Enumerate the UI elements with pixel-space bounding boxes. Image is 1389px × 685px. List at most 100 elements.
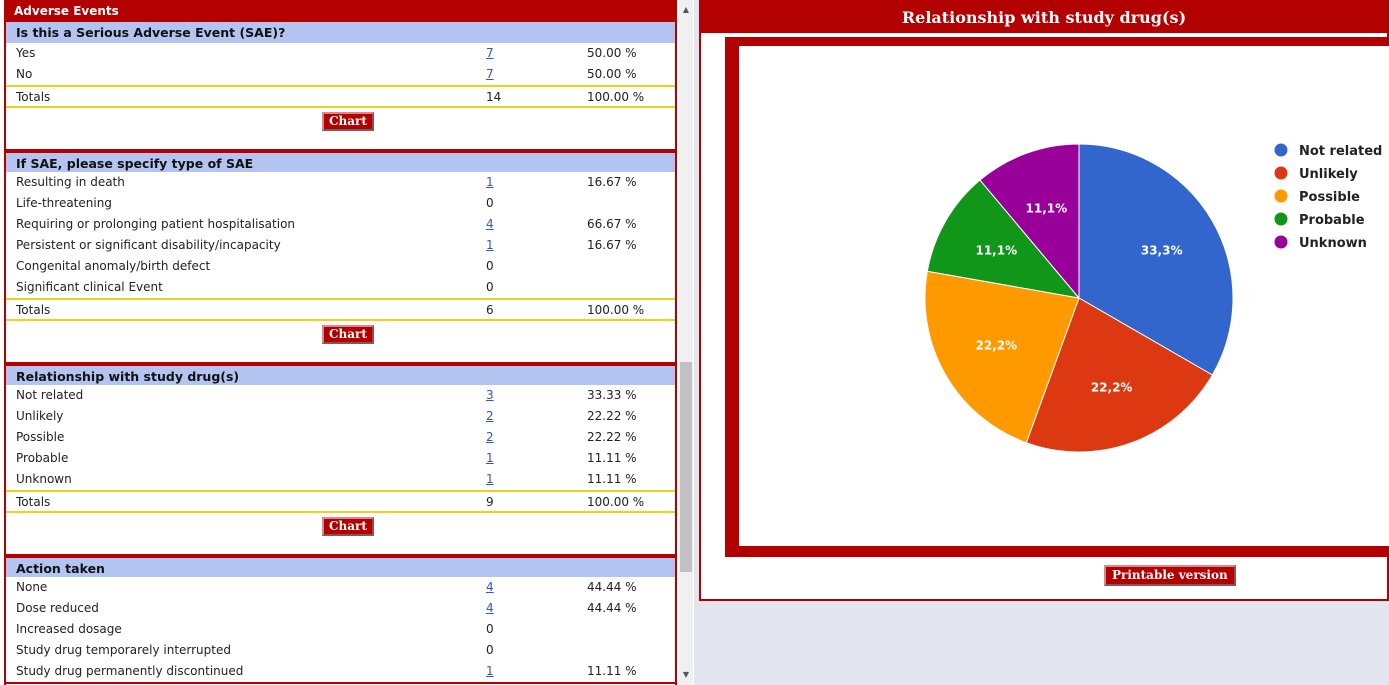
answer-row: Study drug temporarely interrupted 0 bbox=[6, 640, 675, 661]
chart-button[interactable]: Chart bbox=[322, 325, 374, 344]
legend-label: Unlikely bbox=[1299, 167, 1358, 182]
answer-label: Persistent or significant disability/inc… bbox=[16, 238, 281, 252]
answer-label: Unlikely bbox=[16, 409, 64, 423]
question-header: Action taken bbox=[6, 556, 675, 577]
answer-row: Possible 2 22.22 % bbox=[6, 427, 675, 448]
answer-row: Significant clinical Event 0 bbox=[6, 277, 675, 298]
answer-count-link[interactable]: 4 bbox=[486, 217, 494, 231]
pie-slice[interactable] bbox=[1078, 143, 1234, 376]
vertical-scrollbar[interactable]: ▲ ▼ bbox=[679, 0, 693, 685]
printable-version-button[interactable]: Printable version bbox=[1104, 565, 1236, 586]
left-panel: Adverse Events Is this a Serious Adverse… bbox=[0, 0, 694, 685]
legend-item[interactable]: Unlikely bbox=[1274, 166, 1359, 183]
answer-label: Study drug permanently discontinued bbox=[16, 664, 244, 678]
answer-count-link[interactable]: 1 bbox=[486, 664, 494, 678]
chart-frame: 33,3% 22,2% 22,2% 11,1% 11,1% Not related Unli… bbox=[725, 37, 1389, 557]
answer-percent: 44.44 % bbox=[587, 580, 637, 594]
pie-slice[interactable] bbox=[979, 143, 1080, 300]
slice-data-label: 11,1% bbox=[1026, 201, 1068, 215]
answer-count-link[interactable]: 2 bbox=[486, 409, 494, 423]
scroll-up-arrow-icon[interactable]: ▲ bbox=[682, 5, 690, 14]
answer-count-link[interactable]: 1 bbox=[486, 175, 494, 189]
legend-swatch bbox=[1274, 166, 1288, 180]
legend-swatch bbox=[1274, 189, 1288, 203]
sections-container: Is this a Serious Adverse Event (SAE)? Ye… bbox=[6, 22, 675, 684]
legend-item[interactable]: Unknown bbox=[1274, 235, 1367, 252]
answer-row: Persistent or significant disability/inc… bbox=[6, 235, 675, 256]
answer-count-link[interactable]: 7 bbox=[486, 67, 494, 81]
question-header: Is this a Serious Adverse Event (SAE)? bbox=[6, 22, 675, 43]
slice-data-label: 22,2% bbox=[975, 339, 1017, 353]
totals-label: Totals bbox=[16, 303, 51, 317]
answer-percent: 22.22 % bbox=[587, 430, 637, 444]
legend-item[interactable]: Probable bbox=[1274, 212, 1365, 229]
answer-count-link[interactable]: 7 bbox=[486, 46, 494, 60]
answer-row: Study drug permanently discontinued 1 11.1… bbox=[6, 661, 675, 682]
answer-percent: 50.00 % bbox=[587, 46, 637, 60]
answer-percent: 33.33 % bbox=[587, 388, 637, 402]
legend-swatch bbox=[1274, 212, 1288, 226]
chart-area: 33,3% 22,2% 22,2% 11,1% 11,1% Not related Unli… bbox=[739, 46, 1389, 546]
pie-chart: 33,3% 22,2% 22,2% 11,1% 11,1% Not related Unli… bbox=[924, 143, 1383, 453]
pie-slice[interactable] bbox=[926, 179, 1081, 299]
totals-count: 6 bbox=[486, 303, 494, 317]
answer-row: Life-threatening 0 bbox=[6, 193, 675, 214]
legend-label: Unknown bbox=[1299, 236, 1367, 251]
legend-swatch bbox=[1274, 143, 1288, 157]
question-header: If SAE, please specify type of SAE bbox=[6, 151, 675, 172]
legend-label: Probable bbox=[1299, 213, 1365, 228]
answer-count: 0 bbox=[486, 259, 494, 273]
slice-data-label: 33,3% bbox=[1141, 243, 1183, 257]
panel-title: Adverse Events bbox=[6, 0, 675, 22]
answer-count-link[interactable]: 4 bbox=[486, 580, 494, 594]
legend-swatch bbox=[1274, 235, 1288, 249]
answer-row: Requiring or prolonging patient hospital… bbox=[6, 214, 675, 235]
answer-percent: 50.00 % bbox=[587, 67, 637, 81]
answer-label: No bbox=[16, 67, 33, 81]
answer-count: 0 bbox=[486, 622, 494, 636]
answer-label: None bbox=[16, 580, 48, 594]
answer-count-link[interactable]: 1 bbox=[486, 238, 494, 252]
slice-data-label: 11,1% bbox=[975, 243, 1017, 257]
chart-title: Relationship with study drug(s) bbox=[701, 2, 1387, 33]
scroll-thumb[interactable] bbox=[680, 362, 692, 572]
chart-button-row: Chart bbox=[6, 108, 675, 149]
answer-count: 0 bbox=[486, 280, 494, 294]
answer-label: Yes bbox=[16, 46, 36, 60]
pie-slice[interactable] bbox=[1025, 297, 1214, 453]
answer-row: Unlikely 2 22.22 % bbox=[6, 406, 675, 427]
answer-label: Probable bbox=[16, 451, 69, 465]
totals-count: 9 bbox=[486, 495, 494, 509]
answer-percent: 11.11 % bbox=[587, 451, 637, 465]
legend-label: Possible bbox=[1299, 190, 1360, 205]
answer-label: Not related bbox=[16, 388, 84, 402]
legend-item[interactable]: Possible bbox=[1274, 189, 1361, 206]
totals-count: 14 bbox=[486, 90, 502, 104]
answer-count-link[interactable]: 1 bbox=[486, 472, 494, 486]
chart-button[interactable]: Chart bbox=[322, 112, 374, 131]
answer-count-link[interactable]: 4 bbox=[486, 601, 494, 615]
answer-count-link[interactable]: 3 bbox=[486, 388, 494, 402]
chart-button[interactable]: Chart bbox=[322, 517, 374, 536]
pie-slice[interactable] bbox=[924, 270, 1080, 444]
answer-count: 0 bbox=[486, 196, 494, 210]
answer-row: Congenital anomaly/birth defect 0 bbox=[6, 256, 675, 277]
chart-button-row: Chart bbox=[6, 321, 675, 362]
answer-row: Probable 1 11.11 % bbox=[6, 448, 675, 469]
answer-percent: 22.22 % bbox=[587, 409, 637, 423]
answer-label: Requiring or prolonging patient hospital… bbox=[16, 217, 296, 231]
answer-percent: 16.67 % bbox=[587, 238, 637, 252]
answer-row: Not related 3 33.33 % bbox=[6, 385, 675, 406]
answer-count-link[interactable]: 2 bbox=[486, 430, 494, 444]
question-section: If SAE, please specify type of SAE Result… bbox=[6, 151, 675, 364]
answer-count-link[interactable]: 1 bbox=[486, 451, 494, 465]
legend-item[interactable]: Not related bbox=[1274, 143, 1383, 160]
answer-row: Dose reduced 4 44.44 % bbox=[6, 598, 675, 619]
answer-row: No 7 50.00 % bbox=[6, 64, 675, 85]
totals-label: Totals bbox=[16, 495, 51, 509]
totals-percent: 100.00 % bbox=[587, 90, 645, 104]
results-table-area: Adverse Events Is this a Serious Adverse… bbox=[4, 0, 677, 685]
scroll-down-arrow-icon[interactable]: ▼ bbox=[682, 670, 690, 679]
totals-percent: 100.00 % bbox=[587, 303, 645, 317]
answer-row: Resulting in death 1 16.67 % bbox=[6, 172, 675, 193]
